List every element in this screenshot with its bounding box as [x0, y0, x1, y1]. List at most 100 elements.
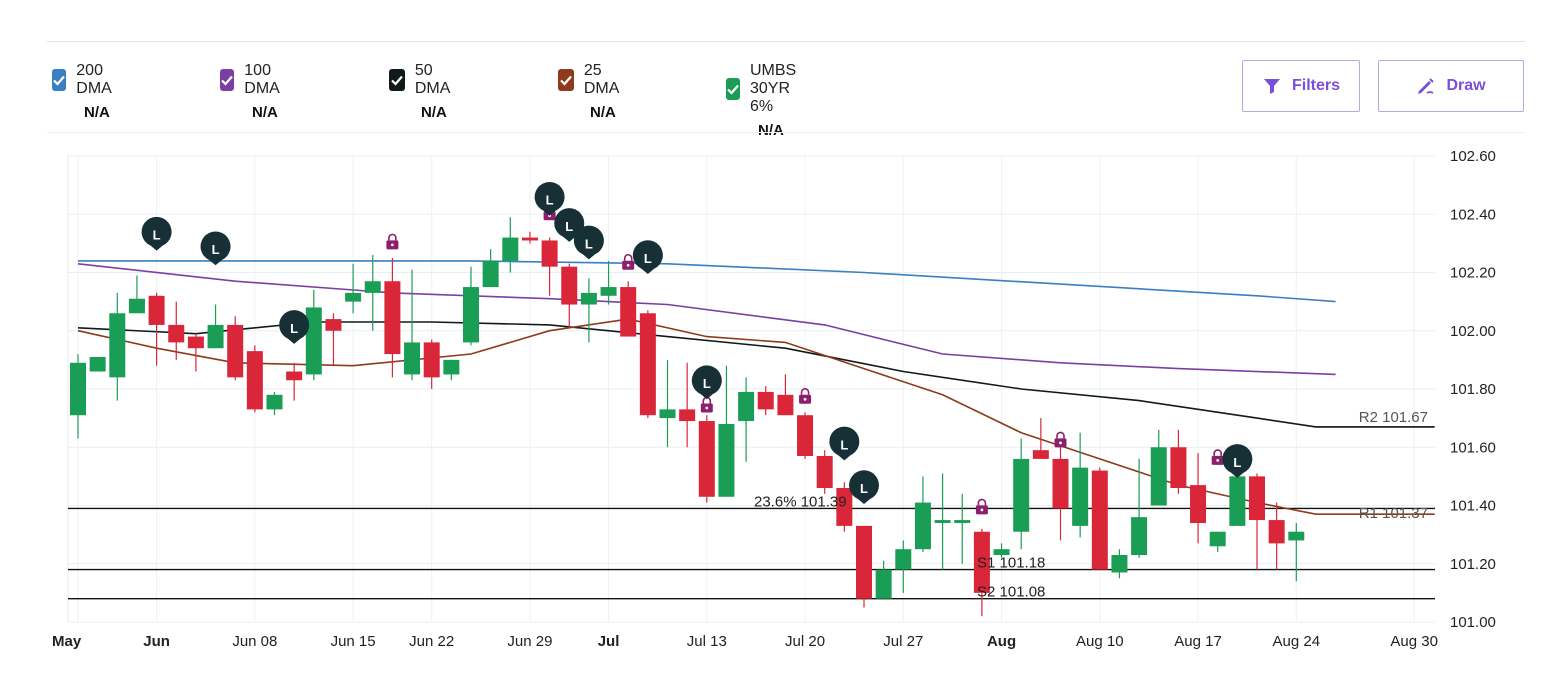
- candle-body: [1131, 517, 1148, 556]
- candle-body: [600, 287, 617, 296]
- legend-item[interactable]: UMBS 30YR 6% N/A: [726, 62, 804, 139]
- candle-body: [89, 356, 106, 372]
- x-tick-label: Jul 20: [785, 633, 825, 650]
- legend-item[interactable]: 200 DMA N/A: [52, 62, 120, 121]
- candle-body: [207, 324, 224, 349]
- marker-pin-icon: L: [1222, 444, 1253, 478]
- marker-pin-icon: L: [141, 216, 172, 251]
- candle-body: [128, 298, 145, 314]
- candle-body: [1013, 458, 1030, 532]
- candle-body: [286, 371, 303, 381]
- legend-item[interactable]: 100 DMA N/A: [220, 62, 288, 121]
- candle-body: [266, 394, 283, 410]
- candle-body: [777, 394, 794, 416]
- candle-body: [1229, 476, 1246, 526]
- y-tick-label: 101.80: [1450, 381, 1496, 398]
- lock-icon: [1054, 431, 1067, 448]
- candle-body: [246, 351, 263, 410]
- lock-icon: [1211, 449, 1224, 465]
- marker-label: L: [546, 193, 554, 208]
- candle-body: [738, 391, 755, 422]
- marker-pin-icon: L: [279, 310, 310, 344]
- checkbox-checked-icon[interactable]: [220, 69, 235, 91]
- candle-body: [934, 520, 951, 523]
- candle-body: [1072, 467, 1089, 526]
- candle-body: [227, 324, 244, 378]
- marker-pin-icon: L: [691, 365, 722, 400]
- x-tick-label: Jun 08: [232, 633, 277, 650]
- lock-icon: [975, 498, 988, 515]
- candle-body: [816, 455, 833, 489]
- marker-pin-icon: L: [573, 225, 604, 260]
- candle-body: [109, 313, 126, 378]
- legend-label: 100 DMA: [244, 62, 280, 97]
- x-tick-label: Jul: [598, 633, 620, 650]
- candle-body: [1091, 470, 1108, 570]
- marker-pin-icon: L: [849, 470, 879, 505]
- marker-label: L: [212, 242, 220, 257]
- candle-body: [1150, 447, 1167, 506]
- marker-label: L: [840, 437, 848, 452]
- candle-body: [443, 359, 460, 375]
- candle-body: [502, 237, 519, 261]
- pencil-brush-icon: [1418, 78, 1435, 94]
- candle-body: [757, 391, 774, 410]
- candle-body: [423, 342, 440, 378]
- legend-value: N/A: [758, 122, 784, 139]
- candle-body: [1268, 520, 1285, 544]
- lock-icon: [799, 387, 812, 404]
- y-tick-label: 102.60: [1450, 148, 1496, 165]
- draw-label: Draw: [1446, 77, 1486, 94]
- checkbox-checked-icon[interactable]: [389, 69, 405, 91]
- legend-label: 25 DMA: [583, 62, 620, 97]
- candle-body: [1209, 531, 1226, 547]
- legend-value: N/A: [84, 104, 110, 121]
- x-tick-label: Jun 15: [331, 633, 376, 650]
- candle-body: [541, 240, 558, 267]
- x-tick-label: Jun 22: [409, 633, 454, 650]
- candle-body: [639, 313, 656, 416]
- candle-body: [1249, 476, 1265, 521]
- marker-label: L: [290, 321, 298, 336]
- candle-body: [954, 520, 971, 523]
- candle-body: [875, 569, 892, 599]
- y-tick-label: 101.20: [1450, 556, 1496, 573]
- checkbox-checked-icon[interactable]: [726, 78, 740, 100]
- level-label: 23.6% 101.39: [754, 493, 847, 510]
- candle-body: [856, 525, 872, 599]
- marker-pin-icon: L: [200, 231, 231, 266]
- candle-body: [325, 319, 342, 331]
- candle-body: [187, 336, 204, 349]
- y-tick-label: 101.40: [1450, 498, 1496, 515]
- y-tick-label: 101.00: [1450, 614, 1496, 631]
- candle-body: [345, 292, 362, 302]
- header-divider: [47, 132, 1525, 133]
- candle-body: [973, 531, 990, 593]
- candle-body: [580, 292, 597, 305]
- level-label: S1 101.18: [977, 555, 1045, 572]
- filters-button[interactable]: Filters: [1242, 60, 1360, 112]
- candle-body: [1052, 458, 1069, 509]
- x-tick-label: Aug 17: [1174, 633, 1222, 650]
- candle-body: [1032, 450, 1049, 459]
- checkbox-checked-icon[interactable]: [558, 69, 574, 91]
- candle-body: [659, 409, 676, 419]
- legend-item[interactable]: 25 DMA N/A: [558, 62, 626, 121]
- marker-label: L: [860, 481, 868, 496]
- filters-label: Filters: [1291, 77, 1340, 94]
- draw-button[interactable]: Draw: [1378, 60, 1524, 112]
- level-label: R1 101.37: [1359, 505, 1428, 522]
- price-chart: 102.60 102.40 102.20 102.00 101.80 101.60 101.…: [52, 148, 1496, 650]
- legend-label: 50 DMA: [414, 62, 451, 97]
- checkbox-checked-icon[interactable]: [52, 69, 67, 91]
- x-tick-label: Jun 29: [507, 633, 552, 650]
- legend-item[interactable]: 50 DMA N/A: [389, 62, 457, 121]
- top-divider: [47, 41, 1525, 42]
- x-tick-label: May: [52, 633, 82, 650]
- y-tick-label: 102.40: [1450, 206, 1496, 223]
- candle-body: [168, 324, 185, 343]
- marker-pin-icon: L: [534, 181, 565, 216]
- marker-pin-icon: L: [632, 240, 663, 274]
- x-tick-label: Aug 30: [1390, 633, 1438, 650]
- x-tick-label: Jul 27: [883, 633, 923, 650]
